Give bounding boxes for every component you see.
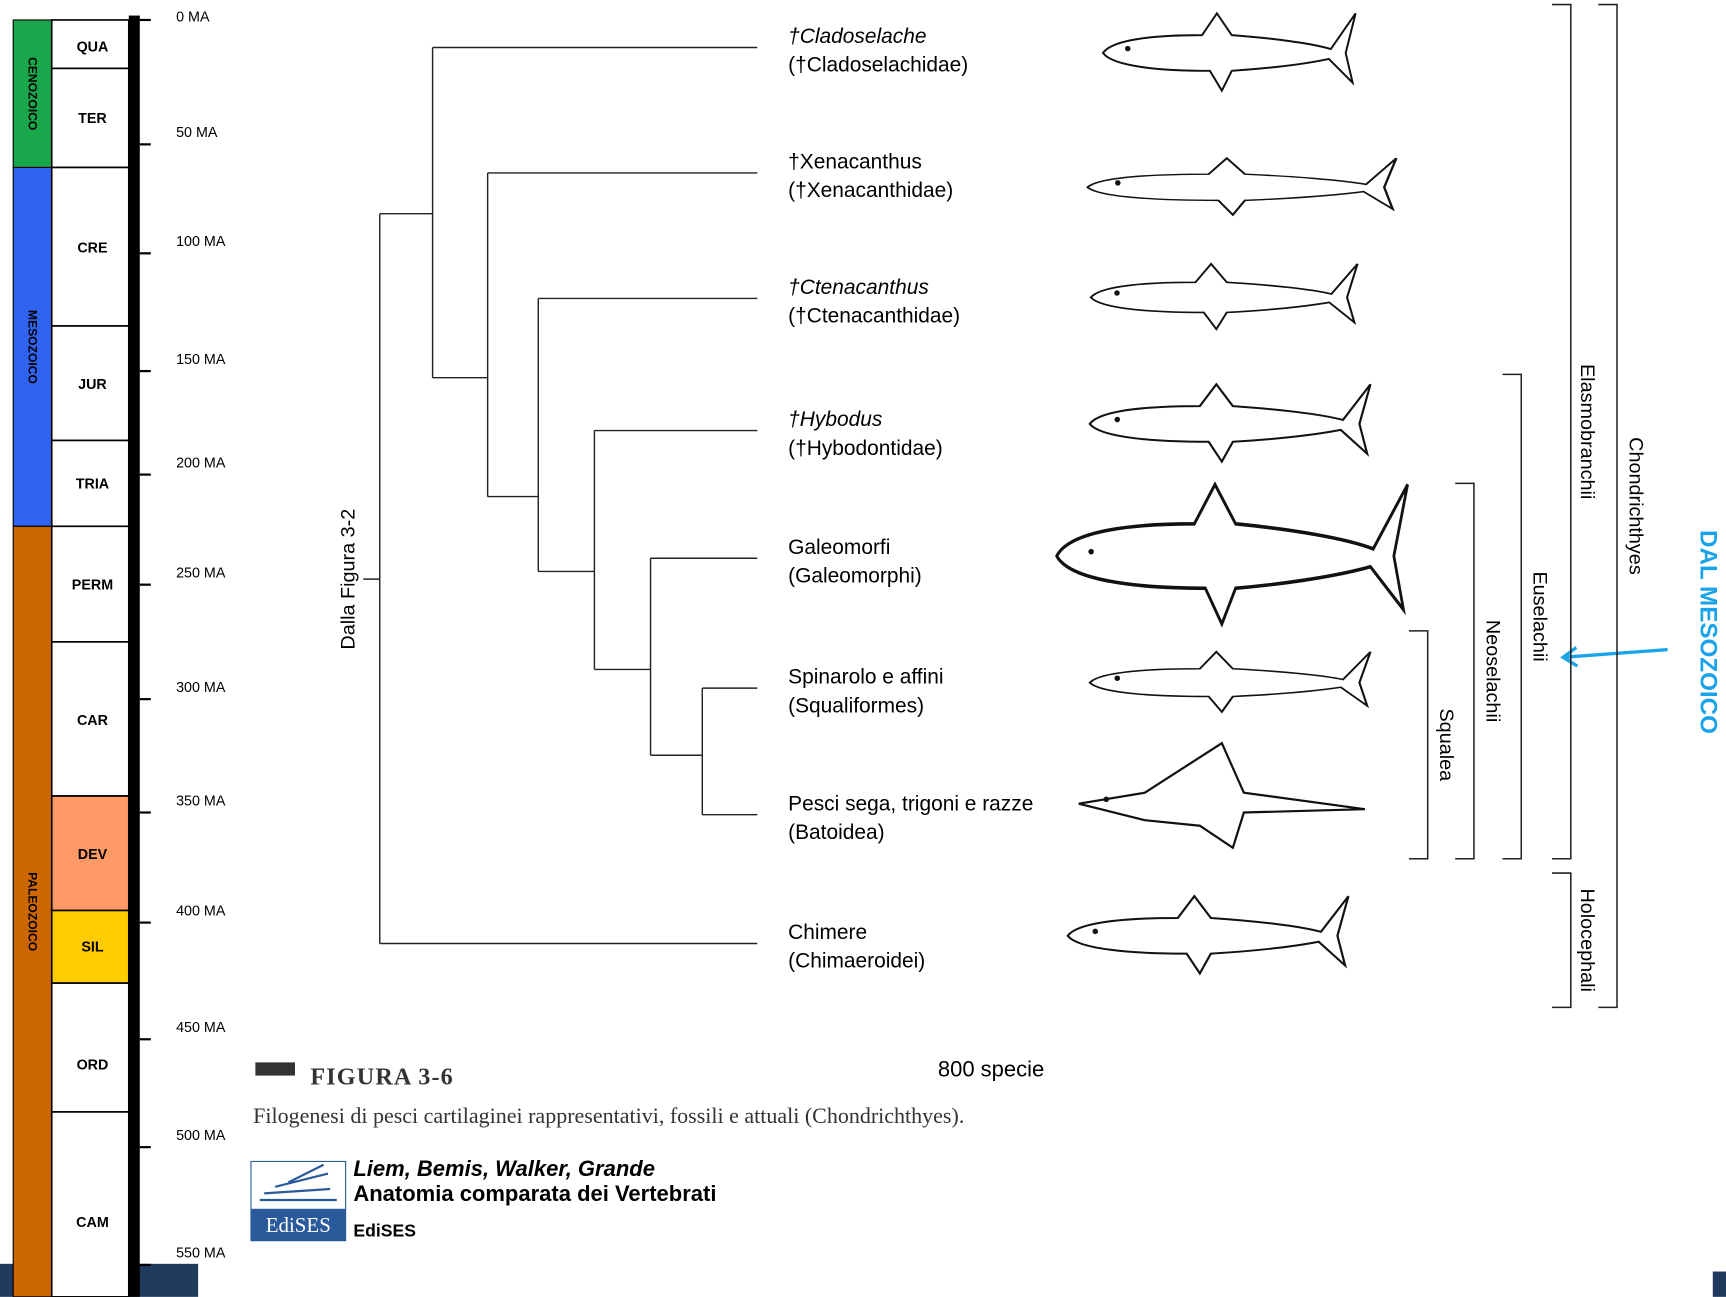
clade-bracket (1455, 482, 1475, 860)
fish-eye (1114, 290, 1120, 296)
period-label: CAR (77, 713, 109, 729)
fish (1088, 382, 1372, 464)
taxon-family: (Squaliformes) (788, 694, 924, 717)
root-label: Dalla Figura 3-2 (337, 509, 359, 650)
tick-label: 500 MA (176, 1128, 226, 1144)
clade-bracket (1552, 3, 1572, 860)
clade-label: Chondrichthyes (1624, 437, 1646, 575)
tick-label: 550 MA (176, 1246, 226, 1262)
clade-label: Neoselachii (1481, 620, 1503, 722)
period-band (50, 909, 130, 984)
era-band (12, 166, 53, 527)
figure-icon (255, 1062, 296, 1076)
fish-eye (1124, 45, 1131, 52)
clade-bracket (1552, 872, 1572, 1009)
taxon-family: (†Ctenacanthidae) (788, 305, 960, 328)
period-band (50, 166, 130, 327)
tick-label: 100 MA (176, 234, 226, 250)
clade-bracket (1598, 3, 1618, 1009)
tick-label: 300 MA (176, 680, 226, 696)
period-label: QUA (77, 39, 109, 55)
period-label: TRIA (76, 476, 109, 492)
species-count: 800 specie (938, 1057, 1044, 1082)
authors: Liem, Bemis, Walker, Grande (353, 1156, 655, 1181)
period-band (50, 795, 130, 912)
cladogram (363, 46, 758, 945)
tick-label: 50 MA (176, 125, 218, 141)
period-band (50, 67, 130, 169)
fish (1055, 481, 1409, 628)
clade-label: Elasmobranchii (1576, 364, 1598, 499)
period-band (50, 325, 130, 442)
period-label: TER (78, 111, 107, 127)
period-band (50, 19, 130, 70)
period-label: CRE (77, 241, 107, 257)
fish-eye (1114, 675, 1121, 681)
publisher-name: EdiSES (353, 1220, 416, 1240)
fish-eye (1115, 180, 1121, 186)
taxon-family: (†Hybodontidae) (788, 437, 943, 460)
taxon-name: †Hybodus (788, 408, 883, 431)
arrow (1560, 646, 1668, 668)
taxon-family: (Batoidea) (788, 821, 884, 844)
fish (1086, 156, 1398, 217)
fish (1101, 11, 1357, 93)
taxon-name: Spinarolo e affini (788, 666, 943, 689)
taxon-name: Pesci sega, trigoni e razze (788, 792, 1033, 815)
figure-label: FIGURA 3-6 (310, 1063, 453, 1090)
figure-caption: Filogenesi di pesci cartilaginei rappres… (253, 1103, 964, 1128)
taxon-name: Chimere (788, 921, 867, 944)
tick-label: 150 MA (176, 352, 226, 368)
taxon-family: (Chimaeroidei) (788, 950, 925, 973)
taxon-name: Galeomorfi (788, 536, 890, 559)
tick-label: 0 MA (176, 10, 210, 26)
logo-text: EdiSES (266, 1213, 331, 1237)
clade-label: Squalea (1435, 708, 1457, 782)
period-label: SIL (81, 940, 104, 956)
fish-eye (1114, 416, 1121, 423)
fish-eye (1103, 796, 1110, 803)
tick-label: 450 MA (176, 1020, 226, 1036)
period-label: CAM (76, 1215, 109, 1231)
fish (1066, 894, 1350, 976)
taxon-name: †Ctenacanthus (788, 276, 929, 299)
annotation: DAL MESOZOICO (1695, 530, 1722, 734)
tick-label: 250 MA (176, 565, 226, 581)
fish-eye (1088, 548, 1094, 555)
book-title: Anatomia comparata dei Vertebrati (353, 1181, 716, 1206)
clade-bracket (1502, 373, 1523, 860)
clade-label: Holocephali (1576, 888, 1598, 991)
era-label: PALEOZOICO (26, 872, 40, 951)
period-label: DEV (78, 847, 108, 863)
period-label: JUR (78, 377, 107, 393)
fish-eye (1092, 928, 1099, 935)
clade-bracket (1408, 630, 1429, 860)
fish (1089, 262, 1359, 331)
taxon-name: †Xenacanthus (788, 151, 922, 174)
period-label: PERM (72, 578, 113, 594)
logo-band (250, 1208, 346, 1241)
tick-label: 200 MA (176, 455, 226, 471)
era-label: MESOZOICO (26, 310, 40, 384)
taxon-family: (†Xenacanthidae) (788, 179, 953, 202)
tick-label: 400 MA (176, 903, 226, 919)
taxon-family: (Galeomorphi) (788, 564, 922, 587)
fish (1078, 741, 1366, 850)
taxon-name: †Cladoselache (788, 25, 926, 48)
time-axis (128, 15, 140, 1297)
taxon-family: (†Cladoselachidae) (788, 54, 968, 77)
tick-label: 350 MA (176, 793, 226, 809)
period-label: ORD (77, 1057, 109, 1073)
fish (1088, 650, 1372, 714)
era-label: CENOZOICO (26, 57, 40, 130)
clade-label: Euselachii (1529, 571, 1551, 661)
logo-lines (259, 1163, 337, 1202)
period-band (50, 1111, 130, 1297)
period-band (50, 982, 130, 1113)
corner-mark (1712, 1271, 1726, 1297)
